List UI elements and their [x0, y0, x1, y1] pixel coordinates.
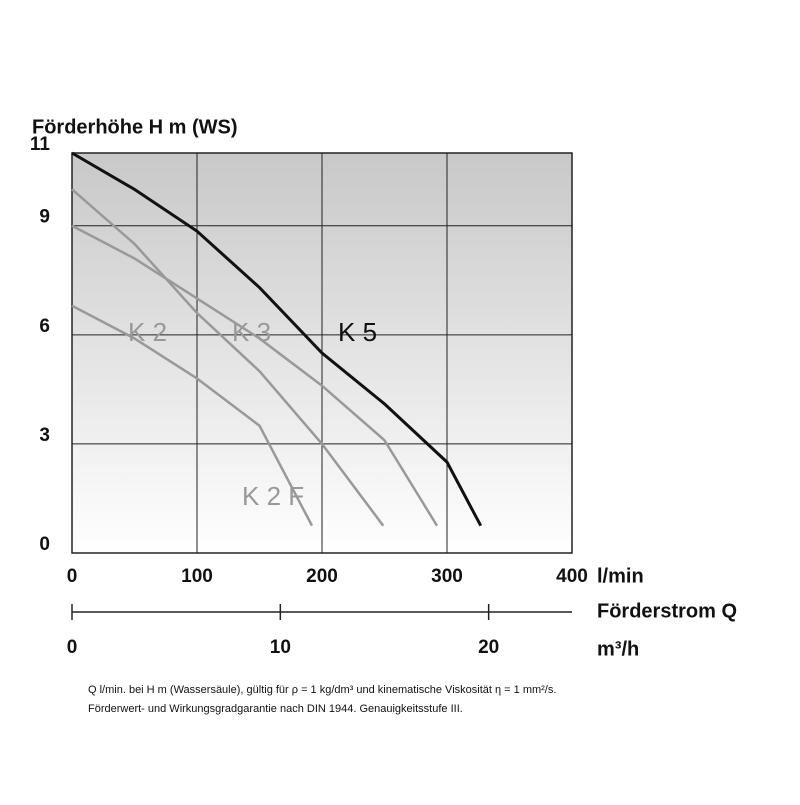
- y-axis-title: Förderhöhe H m (WS): [32, 116, 238, 138]
- x2-tick-label: 20: [478, 637, 499, 658]
- curve-label: K 5: [338, 317, 377, 347]
- y-tick-label: 9: [39, 207, 50, 228]
- y-tick-label: 0: [39, 534, 50, 555]
- curve: [71, 224, 439, 527]
- y-tick-label: 11: [30, 134, 51, 155]
- curve: [71, 151, 483, 527]
- x-tick-label: 200: [306, 566, 338, 587]
- x-tick-label: 100: [181, 566, 213, 587]
- curve-label: K 2 F: [242, 481, 304, 511]
- x-axis-title: l/min: [597, 565, 644, 587]
- x-tick-label: 400: [556, 566, 588, 587]
- x2-tick-label: 10: [270, 637, 291, 658]
- x2-axis-title: Förderstrom Q: [597, 600, 737, 622]
- y-tick-label: 6: [39, 316, 50, 337]
- x2-tick-label: 0: [67, 637, 78, 658]
- y-tick-label: 3: [39, 425, 50, 446]
- x2-axis-unit: m³/h: [597, 638, 639, 660]
- x-tick-label: 300: [431, 566, 463, 587]
- curve: [71, 304, 314, 527]
- curve-label: K 2: [128, 317, 167, 347]
- curve-label: K 3: [232, 317, 271, 347]
- x-tick-label: 0: [67, 566, 78, 587]
- curve: [71, 188, 385, 527]
- plot-frame: [71, 152, 573, 554]
- footnote: Förderwert- und Wirkungsgradgarantie nac…: [88, 703, 463, 715]
- footnote: Q l/min. bei H m (Wassersäule), gültig f…: [88, 684, 556, 696]
